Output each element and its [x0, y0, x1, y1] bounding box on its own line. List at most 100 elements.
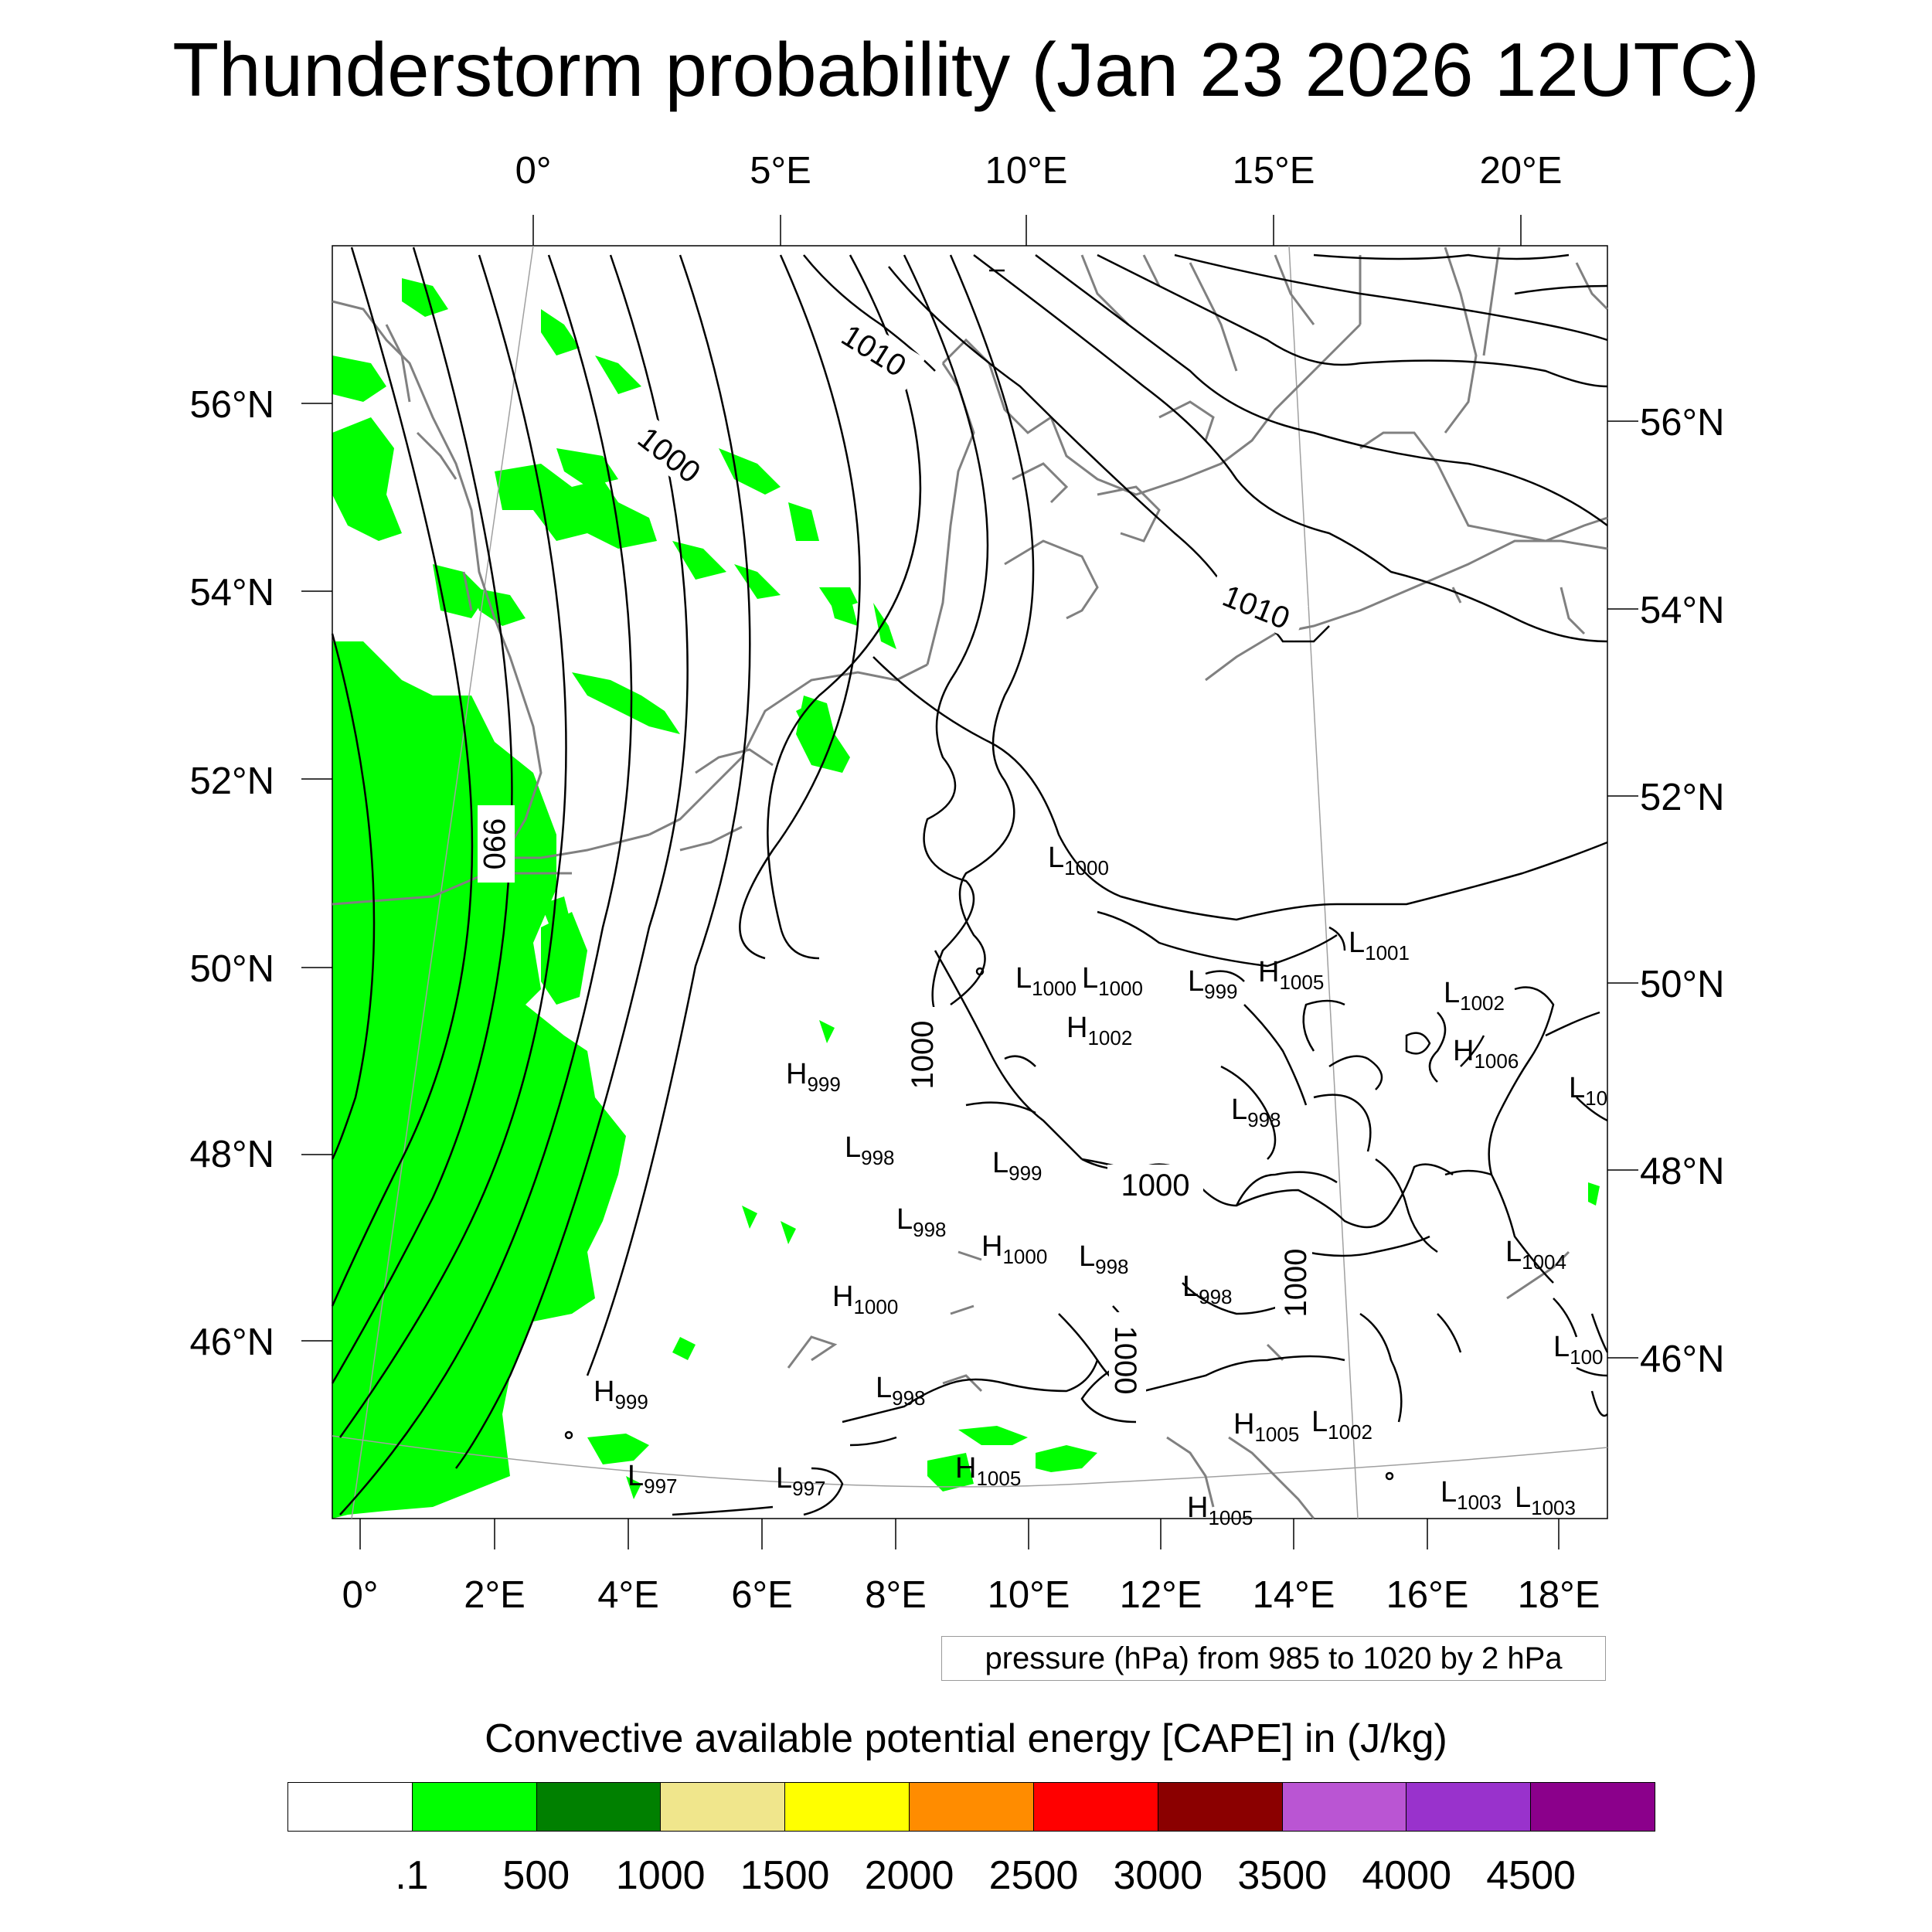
pressure-center-label: L1000: [1048, 842, 1109, 879]
pressure-centers: L1000 L1001 L1000 L1000 L999 H1005 L1002…: [594, 842, 1607, 1529]
colorbar-box: [1406, 1783, 1532, 1831]
pressure-center-label: H1006: [1453, 1035, 1519, 1073]
cape-colorbar: [287, 1782, 1655, 1832]
pressure-center-label: L998: [896, 1203, 947, 1241]
left-lat-label: 50°N: [190, 948, 274, 990]
pressure-center-label: L999: [992, 1147, 1043, 1185]
bottom-lon-label: 16°E: [1386, 1574, 1469, 1616]
pressure-center-label: H1000: [832, 1281, 898, 1318]
pressure-center-label: L1000: [1082, 962, 1143, 1000]
right-lat-label: 50°N: [1640, 964, 1724, 1005]
coastlines: [332, 247, 1609, 1519]
colorbar-label: 1500: [740, 1853, 830, 1898]
pressure-center-label: L997: [776, 1462, 826, 1500]
right-lat-label: 56°N: [1640, 402, 1724, 444]
pressure-center-label: H999: [786, 1058, 841, 1096]
top-lon-label: 20°E: [1480, 150, 1563, 192]
colorbar-box: [536, 1783, 662, 1831]
right-lat-label: 48°N: [1640, 1151, 1724, 1192]
colorbar-box: [785, 1783, 910, 1831]
colorbar-labels: .1 500 1000 1500 2000 2500 3000 3500 4000 4500: [0, 1849, 1932, 1903]
colorbar-box: [1282, 1783, 1407, 1831]
isobar-label: 1000: [906, 1021, 940, 1090]
colorbar-box: [412, 1783, 537, 1831]
bottom-lon-label: 12°E: [1120, 1574, 1202, 1616]
pressure-center-label: L1004: [1505, 1236, 1566, 1274]
colorbar-label: 2000: [864, 1853, 954, 1898]
left-lat-label: 54°N: [190, 572, 274, 614]
isobar-label: 1000: [1108, 1326, 1142, 1395]
colorbar-label: 500: [502, 1853, 570, 1898]
top-lon-label: 5°E: [750, 150, 811, 192]
colorbar-label: 3500: [1237, 1853, 1328, 1898]
pressure-center-label: L10: [1569, 1072, 1607, 1110]
pressure-contour-note: pressure (hPa) from 985 to 1020 by 2 hPa: [941, 1636, 1606, 1681]
bottom-lon-label: 2°E: [464, 1574, 526, 1616]
bottom-lon-label: 8°E: [865, 1574, 927, 1616]
left-lat-ticks: [301, 403, 332, 1342]
left-lat-labels: 56°N 54°N 52°N 50°N 48°N 46°N: [190, 384, 274, 1363]
pressure-center-label: L1002: [1444, 977, 1505, 1015]
colorbar-box: [1531, 1783, 1655, 1831]
colorbar-label: 3000: [1113, 1853, 1203, 1898]
bottom-lon-label: 10°E: [988, 1574, 1070, 1616]
bottom-lon-labels: 0° 2°E 4°E 6°E 8°E 10°E 12°E 14°E 16°E 1…: [342, 1574, 1600, 1616]
pressure-center-label: L998: [845, 1131, 895, 1169]
pressure-center-label: L1003: [1440, 1476, 1502, 1514]
colorbar-box: [1033, 1783, 1158, 1831]
colorbar-label: 4500: [1486, 1853, 1576, 1898]
colorbar-box: [661, 1783, 786, 1831]
top-lon-label: 15°E: [1233, 150, 1315, 192]
pressure-center-label: H1005: [1258, 956, 1324, 994]
bottom-lon-label: 18°E: [1518, 1574, 1600, 1616]
pressure-center-label: L100: [1553, 1331, 1604, 1369]
left-lat-label: 46°N: [190, 1321, 274, 1363]
top-lon-ticks: [532, 215, 1522, 246]
right-lat-label: 54°N: [1640, 590, 1724, 631]
bottom-lon-label: 4°E: [597, 1574, 659, 1616]
top-lon-labels: 0° 5°E 10°E 15°E 20°E: [515, 150, 1563, 192]
isobar-label: 1000: [1121, 1168, 1190, 1202]
left-lat-label: 56°N: [190, 384, 274, 426]
right-lat-label: 46°N: [1640, 1338, 1724, 1380]
pressure-center-label: L998: [876, 1372, 926, 1410]
pressure-center-label: L1002: [1311, 1406, 1372, 1444]
left-lat-label: 48°N: [190, 1134, 274, 1175]
colorbar-label: 2500: [988, 1853, 1079, 1898]
right-lat-ticks: [1607, 420, 1638, 1359]
map-title: Thunderstorm probability (Jan 23 2026 12…: [172, 27, 1760, 112]
bottom-lon-label: 6°E: [731, 1574, 793, 1616]
colorbar-label: 1000: [615, 1853, 706, 1898]
colorbar-box: [288, 1783, 413, 1831]
map-frame: [332, 245, 1608, 1519]
bottom-lon-label: 14°E: [1253, 1574, 1335, 1616]
pressure-center-label: L998: [1079, 1240, 1129, 1278]
pressure-center-label: L999: [1188, 965, 1238, 1003]
pressure-center-label: H1005: [1233, 1408, 1299, 1446]
bottom-lon-label: 0°: [342, 1574, 379, 1616]
pressure-center-label: H1005: [955, 1452, 1021, 1490]
colorbar-box: [1158, 1783, 1283, 1831]
isobar-label: 1000: [1279, 1249, 1313, 1318]
pressure-center-label: H1000: [981, 1230, 1047, 1268]
pressure-center-label: L997: [628, 1460, 678, 1498]
bottom-lon-ticks: [359, 1519, 1560, 1549]
colorbar-box: [910, 1783, 1034, 1831]
top-lon-label: 0°: [515, 150, 552, 192]
colorbar-title: Convective available potential energy [C…: [485, 1716, 1447, 1761]
isobars: [331, 247, 1609, 1516]
graticule: [332, 245, 1608, 1519]
pressure-center-label: H1005: [1187, 1492, 1253, 1529]
colorbar-label: .1: [395, 1853, 429, 1898]
pressure-center-label: L998: [1182, 1270, 1233, 1308]
left-lat-label: 52°N: [190, 760, 274, 802]
right-lat-label: 52°N: [1640, 777, 1724, 818]
top-lon-label: 10°E: [985, 150, 1068, 192]
cape-fill: [332, 278, 1600, 1519]
pressure-center-label: L1000: [1015, 962, 1077, 1000]
isobar-label: 990: [477, 818, 511, 870]
right-lat-labels: 56°N 54°N 52°N 50°N 48°N 46°N: [1640, 402, 1724, 1380]
pressure-center-label: L998: [1231, 1094, 1281, 1131]
pressure-center-label: H999: [594, 1376, 648, 1413]
